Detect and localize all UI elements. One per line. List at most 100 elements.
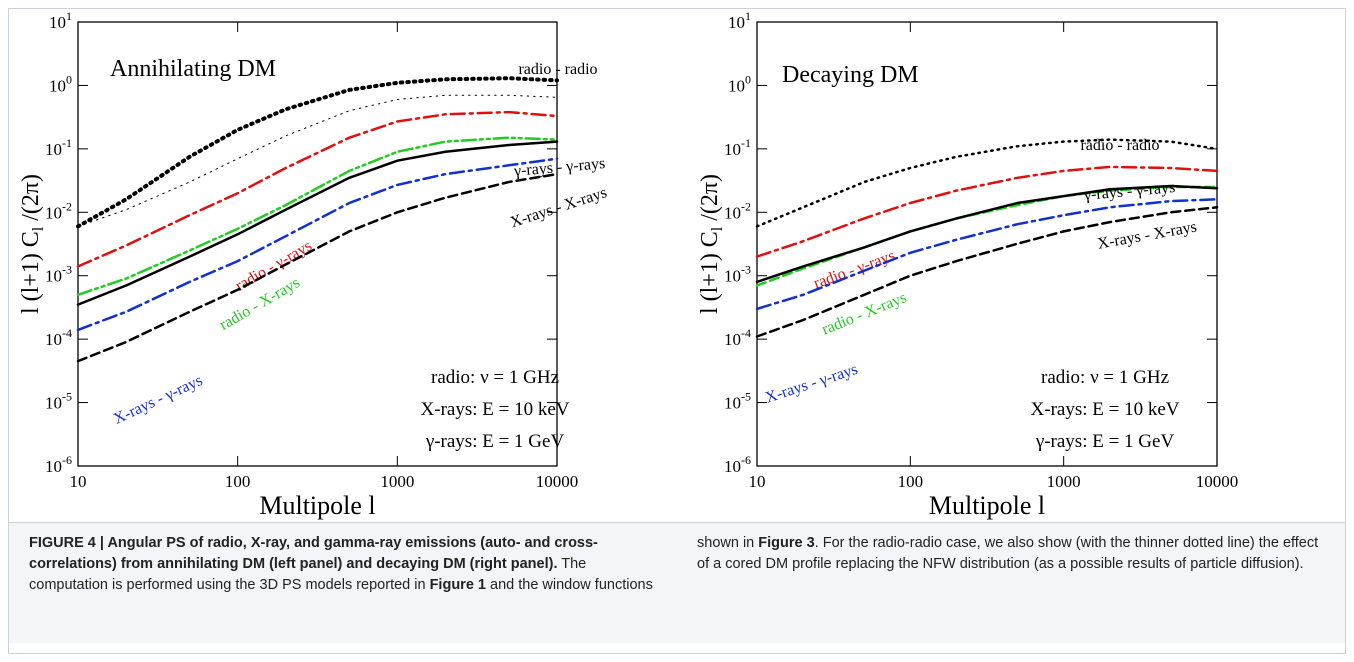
x-tick-label: 10000 [536,472,579,491]
x-tick-label: 10000 [1196,472,1239,491]
caption-text: . For the radio-radio case, we also show… [697,535,1319,572]
series-line [755,138,1219,228]
x-tick-label: 1000 [1047,472,1081,491]
y-axis-label-part: /(2π) [697,174,723,227]
y-tick-label: 10-6 [45,453,72,476]
panel-title: Decaying DM [782,62,919,88]
y-tick-base: 10 [728,76,745,95]
series-line [76,172,559,363]
y-axis-label: l (l+1) Cl /(2π) [18,174,47,314]
y-tick-base: 10 [724,140,741,159]
y-tick-label: 10-4 [724,326,751,349]
series-line [755,206,1219,338]
caption-bold: Figure 3 [758,535,815,551]
annotation: γ-rays: E = 1 GeV [425,431,565,452]
y-tick-power: 0 [745,72,751,86]
y-tick-label: 10-1 [45,136,72,159]
y-tick-base: 10 [724,203,741,222]
caption: FIGURE 4 | Angular PS of radio, X-ray, a… [9,522,1345,643]
y-tick-power: -1 [741,136,751,150]
y-tick-power: 1 [745,9,751,23]
plot-frame [756,21,1218,467]
y-tick-base: 10 [45,330,62,349]
y-axis-label: l (l+1) Cl /(2π) [697,174,726,314]
plot-frame [77,21,558,467]
y-tick-power: 1 [66,9,72,23]
x-axis-label: Multipole l [929,491,1045,520]
x-tick-label: 100 [898,472,924,491]
series-line [76,140,559,306]
y-tick-power: -4 [741,326,751,340]
annotation: radio: ν = 1 GHz [431,367,559,388]
y-tick-base: 10 [49,13,66,32]
y-tick-label: 10-2 [45,199,72,222]
y-tick-label: 10-4 [45,326,72,349]
y-tick-base: 10 [724,267,741,286]
y-tick-label: 100 [728,72,751,95]
y-tick-base: 10 [45,267,62,286]
caption-text: The computation is performed using the 3… [29,556,587,593]
series-line [76,76,559,229]
y-tick-label: 10-5 [45,390,72,413]
y-tick-label: 10-3 [45,263,72,286]
y-tick-power: -6 [741,453,751,467]
x-tick-label: 10 [749,472,766,491]
y-tick-base: 10 [724,394,741,413]
curve-label: X-rays - γ-rays [111,372,205,428]
x-tick-label: 1000 [380,472,414,491]
curve-label: X-rays - γ-rays [763,361,859,407]
y-tick-label: 101 [728,9,751,32]
curve-label: radio - radio [1080,137,1159,154]
y-tick-label: 101 [49,9,72,32]
curve-label: γ-rays - γ-rays [1082,179,1176,204]
y-tick-power: -2 [62,199,72,213]
y-tick-label: 100 [49,72,72,95]
annotation: radio: ν = 1 GHz [1041,367,1169,388]
annotation: X-rays: E = 10 keV [1031,399,1180,420]
curve-label: radio - X-rays [820,289,910,338]
curve-label: γ-rays - γ-rays [512,155,606,180]
x-axis-label: Multipole l [259,491,375,520]
y-axis-label-part: l [30,226,47,231]
y-tick-power: -5 [62,390,72,404]
series-line [76,136,559,297]
series-line [755,165,1219,258]
y-tick-power: -4 [62,326,72,340]
y-tick-base: 10 [49,76,66,95]
curve-label: X-rays - X-rays [508,184,609,231]
y-tick-label: 10-5 [724,390,751,413]
y-axis-label-part: l (l+1) C [18,231,44,314]
y-tick-base: 10 [724,457,741,476]
y-axis-label-part: l (l+1) C [697,231,723,314]
y-tick-base: 10 [45,457,62,476]
y-tick-power: -2 [741,199,751,213]
y-axis-label-part: /(2π) [18,174,44,227]
y-tick-label: 10-6 [724,453,751,476]
y-tick-label: 10-2 [724,199,751,222]
series-line [77,94,558,227]
y-tick-power: -1 [62,136,72,150]
y-tick-base: 10 [45,394,62,413]
y-tick-base: 10 [724,330,741,349]
y-tick-power: -5 [741,390,751,404]
caption-text: and the window functions shown in [485,535,759,593]
y-tick-label: 10-3 [724,263,751,286]
series-line [755,198,1219,311]
y-tick-base: 10 [728,13,745,32]
y-axis-label-part: l [709,226,726,231]
y-tick-power: -6 [62,453,72,467]
series-line [755,184,1219,284]
x-tick-label: 10 [70,472,87,491]
y-tick-base: 10 [45,203,62,222]
curve-label: radio - γ-rays [811,247,897,292]
y-tick-base: 10 [45,140,62,159]
curve-label: X-rays - X-rays [1096,218,1198,252]
annotation: γ-rays: E = 1 GeV [1035,431,1175,452]
caption-bold: FIGURE 4 | Angular PS of radio, X-ray, a… [29,535,598,572]
y-tick-power: -3 [62,263,72,277]
figure-frame [8,8,1346,654]
panel-title: Annihilating DM [110,56,276,82]
x-tick-label: 100 [225,472,251,491]
curve-label: radio - radio [518,61,597,78]
